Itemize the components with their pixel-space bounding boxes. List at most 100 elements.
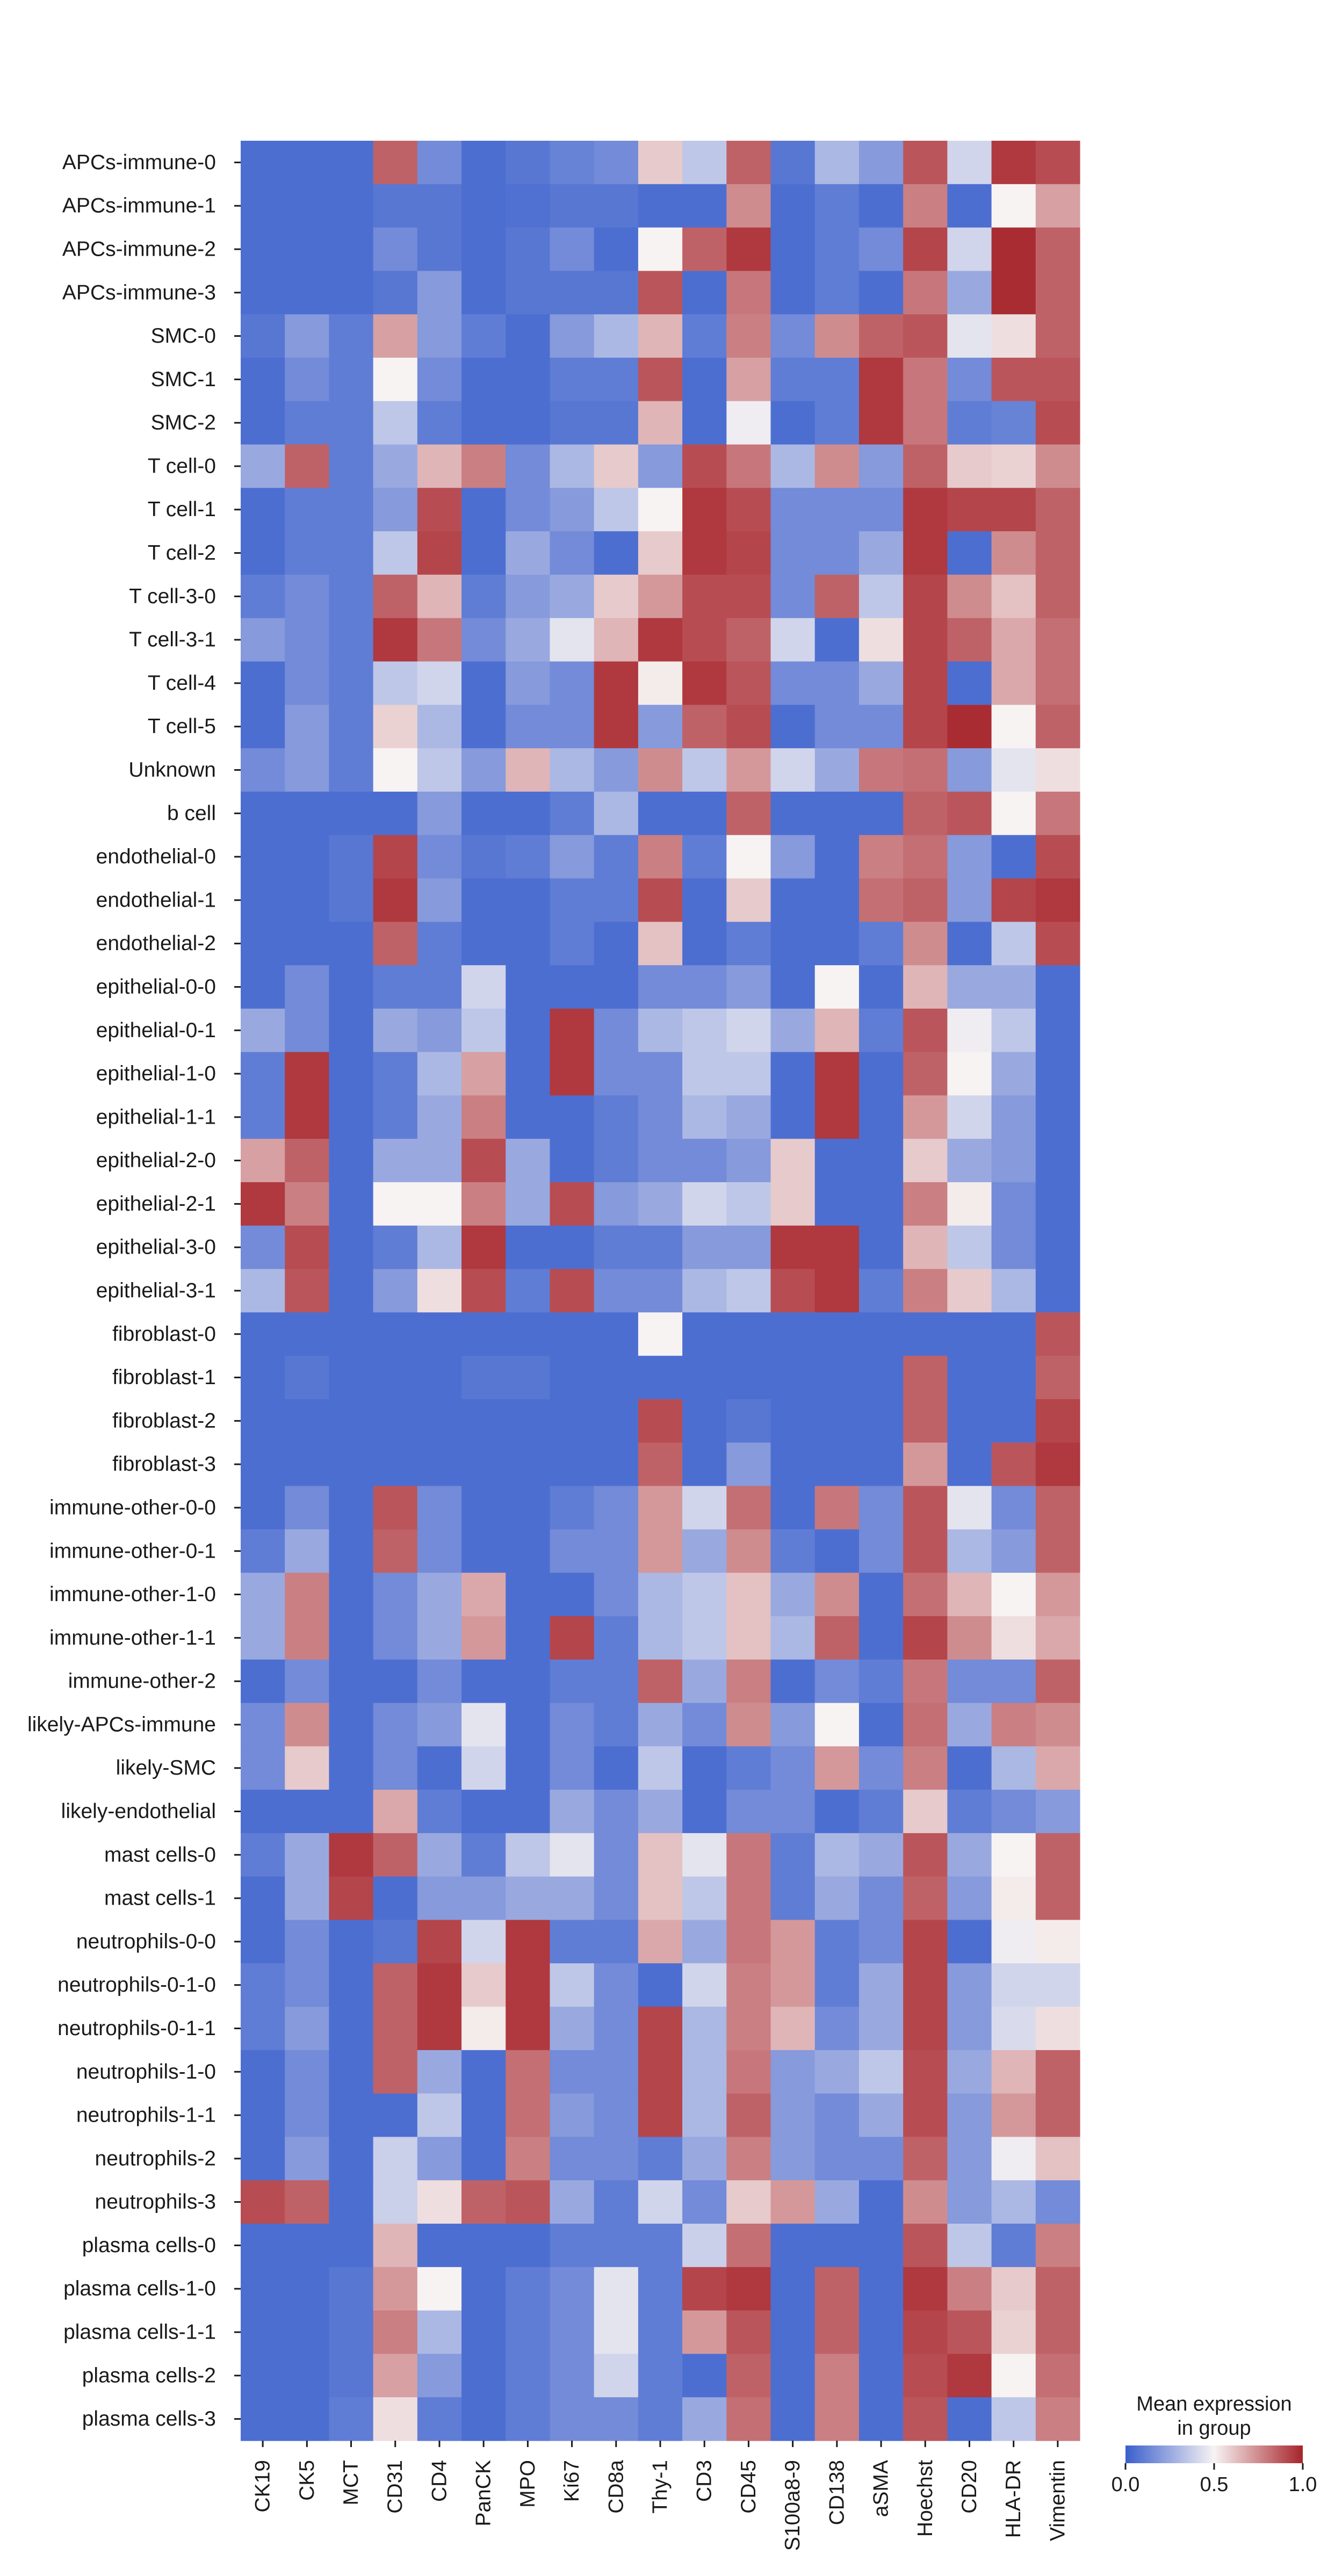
heatmap-cell: [285, 1833, 330, 1877]
heatmap-cell: [285, 2007, 330, 2051]
heatmap-cell: [770, 488, 816, 532]
heatmap-cell: [506, 922, 551, 966]
heatmap-cell: [770, 748, 816, 792]
heatmap-cell: [682, 791, 727, 836]
heatmap-cell: [903, 878, 948, 922]
heatmap-cell: [903, 618, 948, 662]
heatmap-cell: [903, 357, 948, 402]
heatmap-cell: [285, 141, 330, 185]
heatmap-cell: [329, 618, 374, 662]
heatmap-cell: [770, 1399, 816, 1443]
heatmap-cell: [417, 1182, 462, 1226]
heatmap-cell: [726, 271, 771, 315]
heatmap-cell: [550, 705, 595, 749]
heatmap-cell: [285, 1269, 330, 1313]
heatmap-cell: [638, 1399, 683, 1443]
heatmap-cell: [1035, 2050, 1080, 2094]
heatmap-cell: [594, 574, 639, 619]
heatmap-cell: [461, 618, 506, 662]
heatmap-cell: [1035, 531, 1080, 575]
heatmap-cell: [550, 1963, 595, 2007]
heatmap-cell: [285, 748, 330, 792]
row-label: endothelial-0: [96, 845, 216, 869]
heatmap-cell: [417, 1746, 462, 1790]
heatmap-cell: [903, 1225, 948, 1270]
heatmap-cell: [858, 1399, 904, 1443]
heatmap-cell: [241, 184, 285, 228]
heatmap-cell: [550, 1920, 595, 1964]
heatmap-cell: [417, 2007, 462, 2051]
heatmap-cell: [550, 1139, 595, 1183]
heatmap-cell: [506, 1833, 551, 1877]
heatmap-cell: [770, 2137, 816, 2181]
heatmap-cell: [947, 1616, 992, 1660]
heatmap-cell: [682, 1703, 727, 1747]
heatmap-cell: [858, 488, 904, 532]
row-label: APCs-immune-1: [62, 194, 216, 218]
heatmap-cell: [770, 878, 816, 922]
heatmap-cell: [550, 1659, 595, 1704]
heatmap-cell: [903, 574, 948, 619]
heatmap-cell: [947, 1790, 992, 1834]
heatmap-cell: [594, 661, 639, 705]
heatmap-cell: [682, 1139, 727, 1183]
heatmap-cell: [241, 1963, 285, 2007]
heatmap-cell: [241, 748, 285, 792]
heatmap-cell: [461, 1008, 506, 1053]
row-label: T cell-2: [148, 541, 216, 565]
heatmap-cell: [594, 1442, 639, 1487]
heatmap-cell: [550, 965, 595, 1009]
heatmap-cell: [638, 184, 683, 228]
heatmap-cell: [461, 1486, 506, 1530]
heatmap-cell: [858, 1269, 904, 1313]
heatmap-cell: [726, 2354, 771, 2398]
heatmap-cell: [417, 357, 462, 402]
heatmap-cell: [461, 401, 506, 445]
heatmap-cell: [506, 141, 551, 185]
heatmap-cell: [947, 357, 992, 402]
heatmap-cell: [726, 791, 771, 836]
heatmap-cell: [506, 965, 551, 1009]
heatmap-cell: [947, 184, 992, 228]
heatmap-cell: [417, 1356, 462, 1400]
heatmap-cell: [241, 1399, 285, 1443]
heatmap-cell: [770, 2224, 816, 2268]
heatmap-cell: [1035, 1225, 1080, 1270]
heatmap-cell: [682, 1790, 727, 1834]
heatmap-cell: [947, 574, 992, 619]
row-label: neutrophils-0-1-0: [57, 1973, 216, 1996]
column-label: CD31: [384, 2460, 407, 2514]
heatmap-cell: [638, 574, 683, 619]
heatmap-cell: [858, 1225, 904, 1270]
heatmap-cell: [858, 1746, 904, 1790]
heatmap-cell: [329, 1486, 374, 1530]
heatmap-cell: [373, 2224, 418, 2268]
heatmap-cell: [947, 1920, 992, 1964]
heatmap-cell: [373, 1356, 418, 1400]
heatmap-cell: [991, 618, 1036, 662]
heatmap-cell: [285, 2267, 330, 2311]
heatmap-cell: [903, 661, 948, 705]
heatmap-cell: [285, 2137, 330, 2181]
heatmap-cell: [461, 2180, 506, 2224]
heatmap-cell: [594, 1312, 639, 1356]
heatmap-cell: [329, 184, 374, 228]
heatmap-cell: [241, 835, 285, 879]
heatmap-cell: [550, 661, 595, 705]
row-label: likely-APCs-immune: [27, 1713, 216, 1736]
row-label: epithelial-2-0: [96, 1149, 216, 1172]
heatmap-cell: [1035, 1182, 1080, 1226]
heatmap-cell: [770, 618, 816, 662]
heatmap-cell: [682, 141, 727, 185]
heatmap-cell: [903, 401, 948, 445]
heatmap-cell: [770, 1095, 816, 1139]
heatmap-cell: [638, 271, 683, 315]
heatmap-cell: [461, 1312, 506, 1356]
heatmap-cell: [285, 2224, 330, 2268]
heatmap-cell: [594, 141, 639, 185]
heatmap-cell: [903, 1008, 948, 1053]
heatmap-cell: [858, 1920, 904, 1964]
heatmap-cell: [726, 1312, 771, 1356]
heatmap-cell: [241, 922, 285, 966]
heatmap-cell: [461, 227, 506, 271]
